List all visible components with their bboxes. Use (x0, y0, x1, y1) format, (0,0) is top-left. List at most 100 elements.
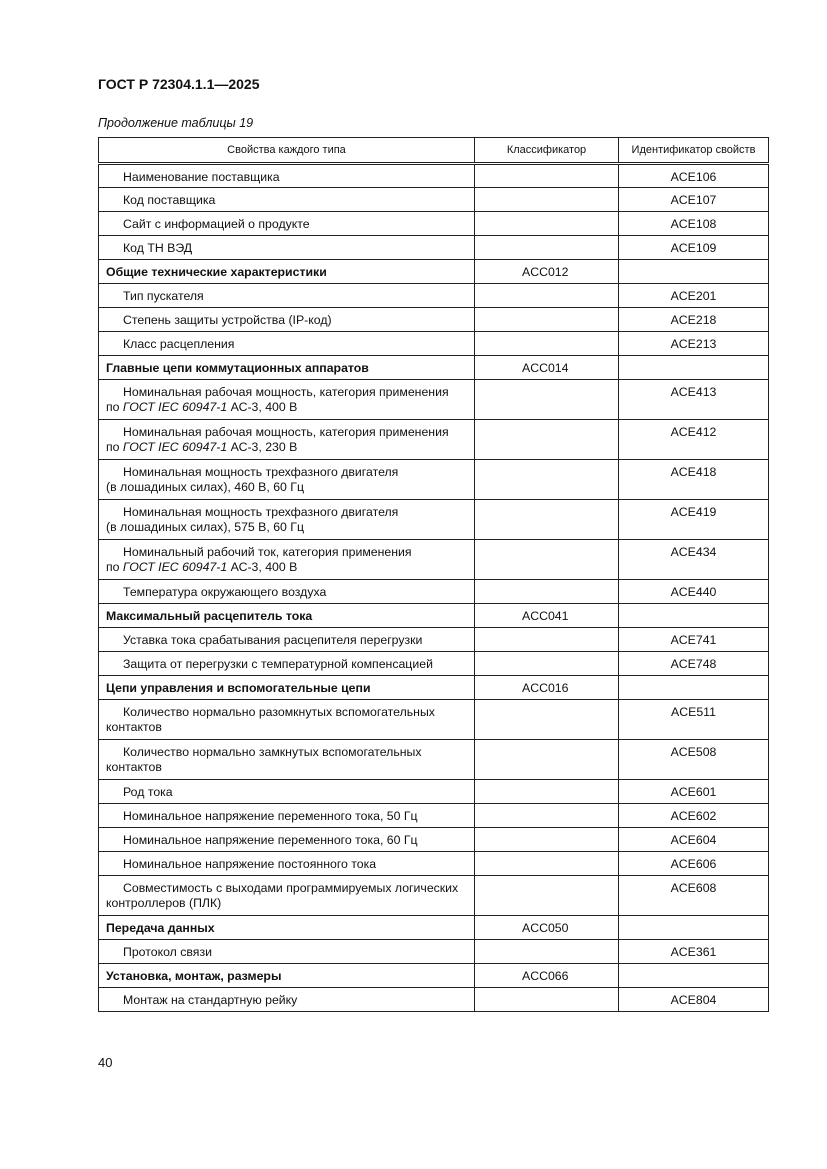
classifier-cell (474, 163, 619, 188)
table-body: Наименование поставщика ACE106 Код поставщ… (98, 163, 769, 1012)
classifier-cell: ACC050 (474, 915, 619, 940)
table-section-row: Максимальный расцепитель тока ACC041 (98, 603, 769, 628)
property-text: (в лошадиных силах), 460 В, 60 Гц (106, 480, 305, 494)
property-line: Код ТН ВЭД (106, 241, 474, 256)
property-text: Общие технические характеристики (106, 265, 327, 279)
property-cell: Защита от перегрузки с температурной ком… (98, 651, 475, 676)
property-text: Монтаж на стандартную рейку (123, 993, 298, 1007)
property-text: Главные цепи коммутационных аппаратов (106, 361, 369, 375)
table-row: Количество нормально замкнутых вспомогат… (98, 739, 769, 780)
identifier-cell: ACE741 (618, 627, 769, 652)
property-cell: Температура окружающего воздуха (98, 579, 475, 604)
column-header-identifier: Идентификатор свойств (618, 137, 769, 165)
property-cell: Максимальный расцепитель тока (98, 603, 475, 628)
property-text: Установка, монтаж, размеры (106, 969, 282, 983)
classifier-cell (474, 779, 619, 804)
property-line: по ГОСТ IEC 60947-1 АС-3, 400 В (106, 400, 474, 415)
identifier-cell: ACE107 (618, 187, 769, 212)
property-text: Температура окружающего воздуха (123, 585, 327, 599)
classifier-cell (474, 307, 619, 332)
property-line: Передача данных (106, 921, 474, 936)
property-cell: Код поставщика (98, 187, 475, 212)
identifier-cell: ACE804 (618, 987, 769, 1012)
table-row: Совместимость с выходами программируемых… (98, 875, 769, 916)
property-cell: Совместимость с выходами программируемых… (98, 875, 475, 916)
property-cell: Номинальное напряжение переменного тока,… (98, 827, 475, 852)
property-line: Совместимость с выходами программируемых… (106, 881, 474, 896)
identifier-cell: ACE440 (618, 579, 769, 604)
identifier-cell: ACE361 (618, 939, 769, 964)
property-cell: Тип пускателя (98, 283, 475, 308)
identifier-cell: ACE218 (618, 307, 769, 332)
table-header-row: Свойства каждого типа Классификатор Иден… (98, 137, 769, 165)
property-line: Номинальная мощность трехфазного двигате… (106, 465, 474, 480)
classifier-cell (474, 379, 619, 420)
property-text: Код поставщика (123, 193, 216, 207)
property-text: Сайт с информацией о продукте (123, 217, 310, 231)
table-caption: Продолжение таблицы 19 (98, 116, 254, 130)
identifier-cell: ACE602 (618, 803, 769, 828)
identifier-cell: ACE601 (618, 779, 769, 804)
table-row: Количество нормально разомкнутых вспомог… (98, 699, 769, 740)
table-row: Номинальная рабочая мощность, категория … (98, 419, 769, 460)
property-text: по (106, 400, 123, 414)
classifier-cell (474, 651, 619, 676)
property-text: Количество нормально разомкнутых вспомог… (123, 705, 435, 719)
table-row: Наименование поставщика ACE106 (98, 163, 769, 188)
table-row: Код ТН ВЭД ACE109 (98, 235, 769, 260)
property-text: Количество нормально замкнутых вспомогат… (123, 745, 422, 759)
identifier-cell: ACE108 (618, 211, 769, 236)
property-line: контактов (106, 720, 474, 735)
classifier-cell (474, 939, 619, 964)
table-section-row: Установка, монтаж, размеры ACC066 (98, 963, 769, 988)
property-line: Температура окружающего воздуха (106, 585, 474, 600)
identifier-cell: ACE608 (618, 875, 769, 916)
property-cell: Код ТН ВЭД (98, 235, 475, 260)
column-header-properties: Свойства каждого типа (98, 137, 475, 165)
identifier-cell: ACE508 (618, 739, 769, 780)
property-text: Передача данных (106, 921, 215, 935)
property-cell: Количество нормально разомкнутых вспомог… (98, 699, 475, 740)
property-line: Защита от перегрузки с температурной ком… (106, 657, 474, 672)
property-line: Номинальное напряжение переменного тока,… (106, 833, 474, 848)
property-line: Номинальная рабочая мощность, категория … (106, 425, 474, 440)
property-text: Совместимость с выходами программируемых… (123, 881, 459, 895)
property-text: контроллеров (ПЛК) (106, 896, 222, 910)
property-line: Код поставщика (106, 193, 474, 208)
table-row: Монтаж на стандартную рейку ACE804 (98, 987, 769, 1012)
property-text: Номинальное напряжение постоянного тока (123, 857, 377, 871)
classifier-cell (474, 579, 619, 604)
classifier-cell (474, 803, 619, 828)
property-text: Номинальная рабочая мощность, категория … (123, 425, 449, 439)
property-cell: Протокол связи (98, 939, 475, 964)
property-line: Количество нормально замкнутых вспомогат… (106, 745, 474, 760)
standard-reference: ГОСТ IEC 60947-1 (122, 400, 228, 414)
property-line: Уставка тока срабатывания расцепителя пе… (106, 633, 474, 648)
property-cell: Установка, монтаж, размеры (98, 963, 475, 988)
identifier-cell: ACE109 (618, 235, 769, 260)
table-section-row: Цепи управления и вспомогательные цепи AC… (98, 675, 769, 700)
classifier-cell (474, 211, 619, 236)
property-text: Номинальная мощность трехфазного двигате… (123, 465, 399, 479)
property-text: АС-3, 400 В (227, 560, 298, 574)
property-line: контактов (106, 760, 474, 775)
table-section-row: Общие технические характеристики ACC012 (98, 259, 769, 284)
table-row: Код поставщика ACE107 (98, 187, 769, 212)
property-cell: Номинальное напряжение переменного тока,… (98, 803, 475, 828)
property-line: Монтаж на стандартную рейку (106, 993, 474, 1008)
property-cell: Номинальная рабочая мощность, категория … (98, 419, 475, 460)
classifier-cell (474, 875, 619, 916)
identifier-cell: ACE748 (618, 651, 769, 676)
property-line: Номинальная мощность трехфазного двигате… (106, 505, 474, 520)
property-text: контактов (106, 760, 162, 774)
property-line: по ГОСТ IEC 60947-1 АС-3, 400 В (106, 560, 474, 575)
classifier-cell: ACC014 (474, 355, 619, 380)
identifier-cell: ACE418 (618, 459, 769, 500)
property-line: Главные цепи коммутационных аппаратов (106, 361, 474, 376)
property-cell: Цепи управления и вспомогательные цепи (98, 675, 475, 700)
identifier-cell (618, 603, 769, 628)
property-cell: Передача данных (98, 915, 475, 940)
standard-reference: ГОСТ IEC 60947-1 (122, 560, 228, 574)
column-header-classifier: Классификатор (474, 137, 619, 165)
property-cell: Род тока (98, 779, 475, 804)
